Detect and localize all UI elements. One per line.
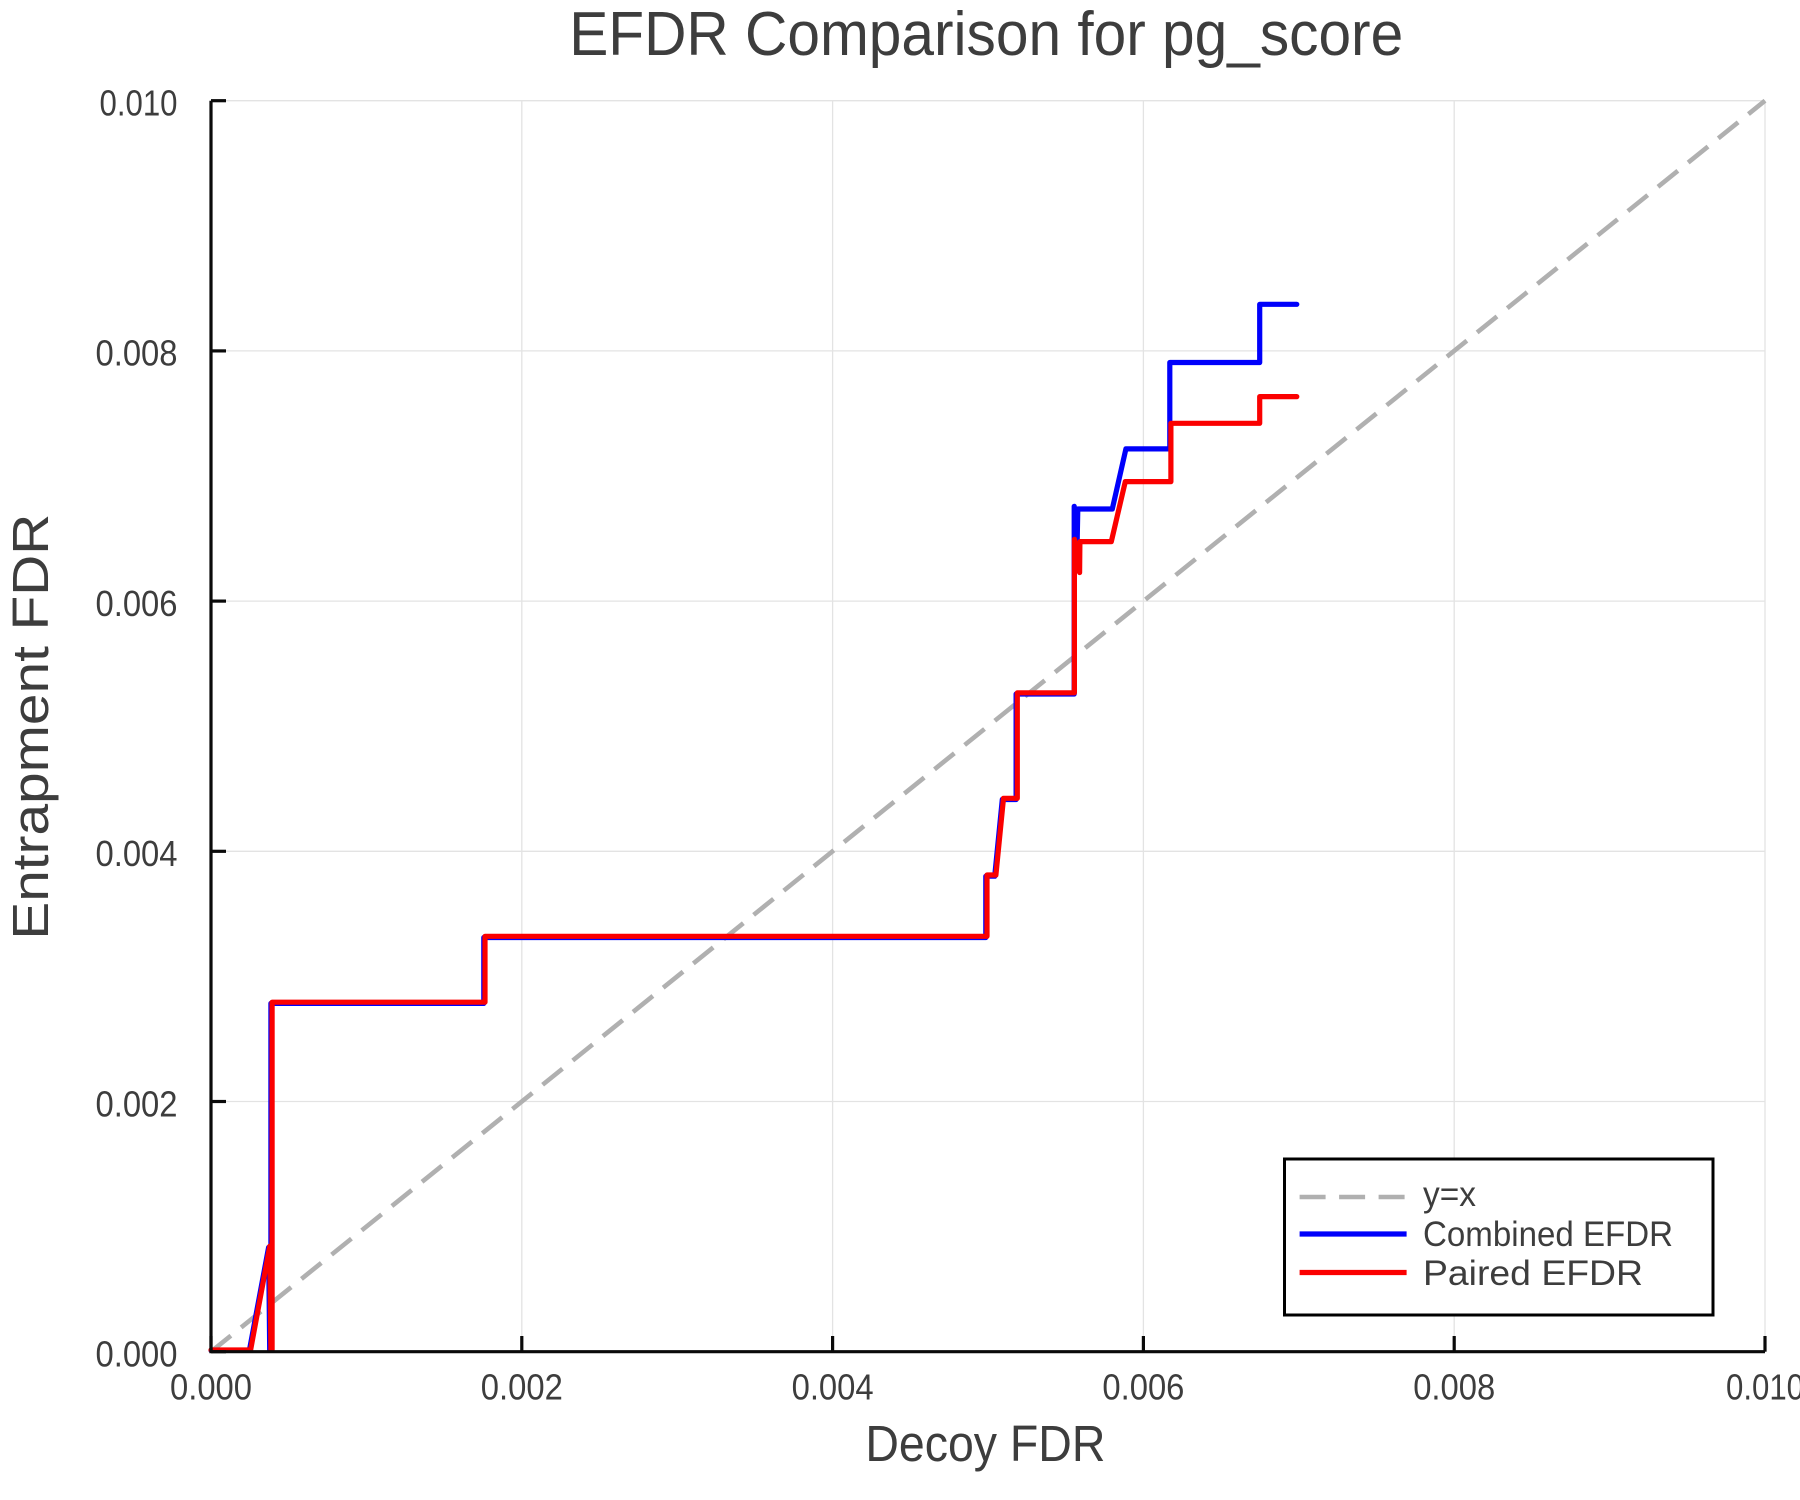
svg-text:0.010: 0.010 [1726,1366,1800,1407]
svg-text:EFDR Comparison for pg_score: EFDR Comparison for pg_score [569,0,1403,69]
svg-text:0.004: 0.004 [96,833,178,874]
svg-text:0.006: 0.006 [96,583,178,624]
svg-text:0.006: 0.006 [1102,1366,1184,1407]
svg-text:Decoy FDR: Decoy FDR [865,1415,1105,1472]
svg-text:0.008: 0.008 [96,333,178,374]
svg-text:0.004: 0.004 [792,1366,874,1407]
svg-text:0.002: 0.002 [96,1083,178,1124]
svg-text:0.002: 0.002 [481,1366,563,1407]
svg-text:0.000: 0.000 [170,1366,252,1407]
svg-text:Combined EFDR: Combined EFDR [1423,1215,1673,1254]
svg-text:Entrapment FDR: Entrapment FDR [2,514,59,940]
svg-text:0.000: 0.000 [96,1334,178,1375]
svg-text:y=x: y=x [1423,1175,1476,1214]
svg-text:0.008: 0.008 [1413,1366,1495,1407]
svg-text:0.010: 0.010 [100,83,178,124]
svg-text:Paired EFDR: Paired EFDR [1423,1254,1643,1293]
